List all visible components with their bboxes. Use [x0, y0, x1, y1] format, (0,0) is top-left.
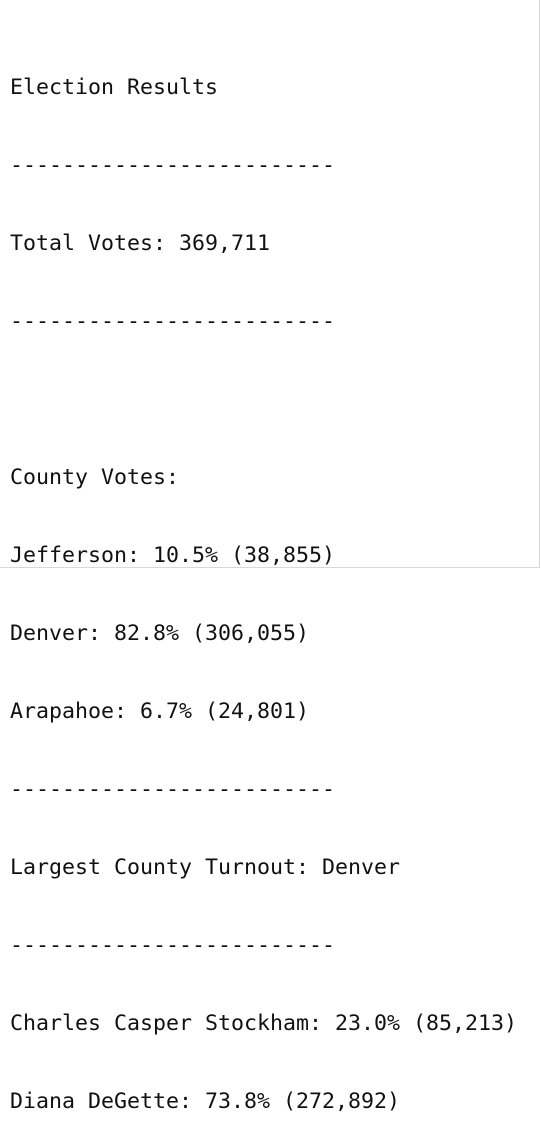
divider-line: -------------------------: [10, 777, 336, 802]
county-line-arapahoe: Arapahoe: 6.7% (24,801): [10, 699, 310, 724]
candidate-line-degette: Diana DeGette: 73.8% (272,892): [10, 1089, 401, 1114]
largest-county-line: Largest County Turnout: Denver: [10, 855, 401, 880]
county-votes-header: County Votes:: [10, 465, 180, 490]
divider-line: -------------------------: [10, 933, 336, 958]
divider-line: -------------------------: [10, 309, 336, 334]
blank-line: [10, 387, 517, 413]
county-line-jefferson: Jefferson: 10.5% (38,855): [10, 543, 336, 568]
output-window: Election Results -----------------------…: [0, 0, 540, 1114]
county-line-denver: Denver: 82.8% (306,055): [10, 621, 310, 646]
candidate-line-stockham: Charles Casper Stockham: 23.0% (85,213): [10, 1011, 518, 1036]
divider-line: -------------------------: [10, 153, 336, 178]
report-title: Election Results: [10, 75, 219, 100]
total-votes-line: Total Votes: 369,711: [10, 231, 271, 256]
terminal-output: Election Results -----------------------…: [10, 23, 517, 1138]
